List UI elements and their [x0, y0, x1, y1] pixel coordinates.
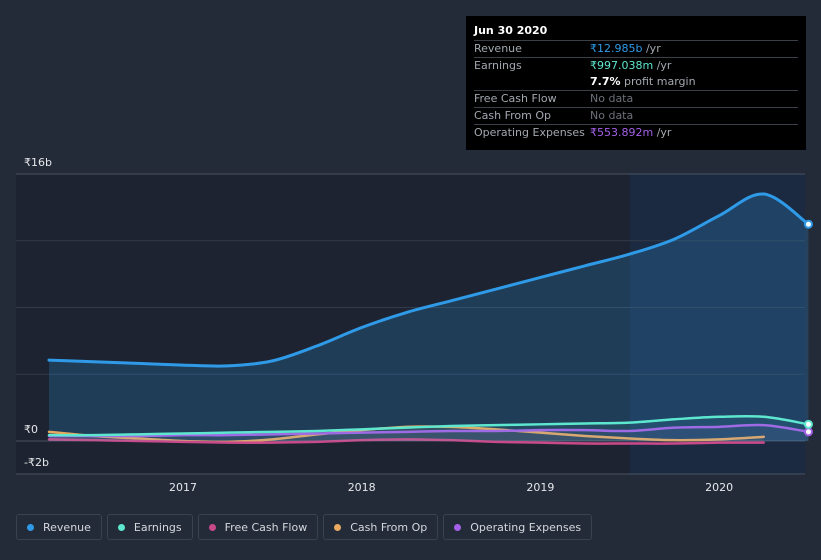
- tooltip-value-margin: 7.7%: [590, 75, 621, 88]
- legend-dot-icon: [334, 523, 342, 531]
- x-tick-label: 2018: [348, 481, 376, 494]
- operating-expenses-area: [48, 424, 809, 441]
- tooltip-row-fcf: Free Cash Flow No data: [474, 90, 798, 107]
- y-tick-top-label: ₹16b: [24, 156, 52, 169]
- operating-expenses-end-point: [803, 427, 813, 437]
- tooltip-label: Revenue: [474, 42, 522, 55]
- tooltip-label: Earnings: [474, 59, 522, 72]
- x-tick-label: 2017: [169, 481, 197, 494]
- legend: Revenue Earnings Free Cash Flow Cash Fro…: [16, 514, 593, 540]
- earnings-line: [47, 414, 810, 437]
- forecast-shade: [629, 174, 805, 474]
- earnings-end-point: [803, 419, 813, 429]
- legend-label: Free Cash Flow: [224, 520, 308, 534]
- cash-from-op-area: [48, 426, 764, 442]
- line-chart[interactable]: ₹16b ₹0 -₹2b 2017 2018 2019 2020: [0, 0, 821, 500]
- tooltip-value-fcf: No data: [590, 92, 634, 105]
- free-cash-flow-line: [47, 438, 766, 445]
- x-tick-label: 2019: [526, 481, 554, 494]
- legend-label: Operating Expenses: [470, 520, 582, 534]
- tooltip-value-revenue: ₹12.985b: [590, 42, 643, 55]
- y-tick-bottom-label: -₹2b: [24, 456, 49, 469]
- legend-item-revenue[interactable]: Revenue: [16, 514, 102, 540]
- legend-label: Earnings: [133, 520, 182, 534]
- tooltip-value-opex: ₹553.892m: [590, 126, 654, 139]
- tooltip-panel: Jun 30 2020 Revenue ₹12.985b /yr Earning…: [466, 16, 806, 150]
- legend-item-free-cash-flow[interactable]: Free Cash Flow: [197, 514, 319, 540]
- y-tick-zero-label: ₹0: [24, 423, 38, 436]
- tooltip-value-earnings: ₹997.038m: [590, 59, 654, 72]
- tooltip-row-cfo: Cash From Op No data: [474, 107, 798, 124]
- legend-dot-icon: [117, 523, 125, 531]
- tooltip-unit: profit margin: [620, 75, 696, 88]
- x-tick-label: 2020: [705, 481, 733, 494]
- tooltip-date: Jun 30 2020: [474, 24, 548, 37]
- legend-dot-icon: [454, 523, 462, 531]
- tooltip-unit: /yr: [653, 126, 672, 139]
- series-layer: [47, 192, 810, 445]
- tooltip-unit: /yr: [642, 42, 661, 55]
- tooltip-value-cfo: No data: [590, 109, 634, 122]
- x-axis-ticks: 2017 2018 2019 2020: [169, 481, 733, 494]
- tooltip-label: Free Cash Flow: [474, 92, 557, 105]
- tooltip-label: Cash From Op: [474, 109, 552, 122]
- operating-expenses-line: [47, 423, 810, 438]
- legend-dot-icon: [27, 523, 34, 531]
- revenue-end-point: [803, 219, 813, 229]
- tooltip-unit: /yr: [653, 59, 672, 72]
- tooltip-row-revenue: Revenue ₹12.985b /yr: [474, 40, 798, 57]
- legend-label: Cash From Op: [350, 520, 428, 534]
- tooltip-row-opex: Operating Expenses ₹553.892m /yr: [474, 124, 798, 141]
- tooltip-label: [474, 74, 590, 90]
- legend-item-cash-from-op[interactable]: Cash From Op: [323, 514, 439, 540]
- tooltip-row-margin: 7.7% profit margin: [474, 74, 798, 90]
- legend-dot-icon: [208, 523, 216, 531]
- tooltip-label: Operating Expenses: [474, 126, 585, 139]
- earnings-area: [48, 416, 809, 441]
- legend-item-operating-expenses[interactable]: Operating Expenses: [443, 514, 593, 540]
- revenue-line: [47, 192, 810, 368]
- legend-label: Revenue: [43, 520, 91, 534]
- legend-item-earnings[interactable]: Earnings: [106, 514, 193, 540]
- tooltip-row-earnings: Earnings ₹997.038m /yr: [474, 57, 798, 74]
- revenue-area: [48, 193, 809, 441]
- plot-background: [16, 174, 805, 474]
- end-markers: [803, 219, 813, 437]
